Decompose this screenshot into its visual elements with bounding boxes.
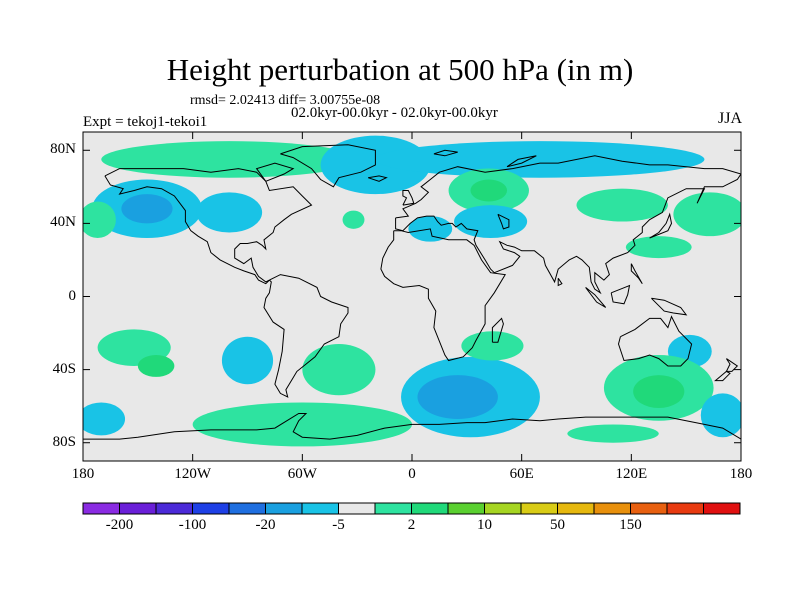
new-zealand-south-coast <box>714 370 731 382</box>
colorbar-swatch <box>411 502 449 515</box>
eurasia-africa-coast <box>380 228 507 362</box>
japan-coast <box>649 212 673 239</box>
anomaly-region-pos-light <box>101 141 358 178</box>
lat-tick-label: 80S <box>52 433 76 450</box>
anomaly-region-neg-mid <box>121 194 173 224</box>
colorbar-swatch <box>630 502 668 515</box>
anomaly-region-neg-mid <box>417 375 498 419</box>
baffin-coast <box>255 162 295 182</box>
lat-tick-label: 40S <box>52 360 76 377</box>
anomaly-region-pos-mid <box>137 354 175 377</box>
anomaly-region-neg-light <box>375 141 705 178</box>
colorbar-label: -200 <box>105 517 134 533</box>
lon-tick-label: 60E <box>509 466 534 482</box>
lon-tick-label: 180 <box>71 466 95 482</box>
north-america-coast <box>104 168 313 285</box>
lon-tick-label: 0 <box>408 466 416 482</box>
lon-tick-label: 180 <box>729 466 753 482</box>
philippines-coast <box>630 263 643 284</box>
anomaly-region-pos-light <box>625 236 692 259</box>
eurasia-coast <box>395 155 741 295</box>
lon-tick-label: 60W <box>287 466 317 482</box>
rmsd-stats: rmsd= 2.02413 diff= 3.00755e-08 <box>190 93 381 108</box>
colorbar-label: 50 <box>550 517 565 533</box>
colorbar-swatch <box>520 502 558 515</box>
south-america-coast <box>263 274 349 398</box>
anomaly-region-neg-light <box>221 336 274 385</box>
anomaly-region-neg-light <box>700 393 741 438</box>
svalbard-coast <box>433 149 458 157</box>
anomaly-region-pos-light <box>342 210 365 229</box>
britain-coast <box>402 190 415 206</box>
map-title: Height perturbation at 500 hPa (in m) <box>166 52 634 87</box>
new-zealand-coast <box>725 358 739 372</box>
colorbar-swatch <box>228 502 266 515</box>
caspian-coast <box>497 213 510 230</box>
lat-tick-label: 40N <box>50 214 76 231</box>
australia-coast <box>617 315 693 367</box>
colorbar-swatch <box>82 502 120 515</box>
colorbar-swatch <box>703 502 741 515</box>
anomaly-region-neg-light <box>83 402 126 436</box>
colorbar-swatch <box>447 502 485 515</box>
colorbar-label: 2 <box>407 517 416 533</box>
coastlines <box>83 144 741 440</box>
anomaly-region-pos-light <box>576 188 668 222</box>
anomaly-region-neg-light <box>454 205 528 239</box>
greenland-coast <box>280 144 376 188</box>
sumatra-coast <box>585 287 607 308</box>
anomaly-region-pos-mid <box>470 179 508 202</box>
anomaly-region-pos-light <box>83 201 116 239</box>
colorbar-swatch <box>119 502 157 515</box>
colorbar-swatch <box>374 502 412 515</box>
colorbar-swatch <box>155 502 193 515</box>
novaya-zemlya-coast <box>506 155 537 168</box>
sri-lanka-coast <box>557 277 563 287</box>
colorbar <box>82 502 741 515</box>
period-label: 02.0kyr-00.0kyr - 02.0kyr-00.0kyr <box>291 105 498 121</box>
lon-tick-label: 120W <box>174 466 211 482</box>
colorbar-swatch <box>192 502 230 515</box>
lat-tick-label: 0 <box>68 287 77 304</box>
anomaly-region-pos-light <box>302 344 376 396</box>
colorbar-label: 10 <box>477 517 492 533</box>
antarctica-coast <box>83 413 741 440</box>
colorbar-swatch <box>265 502 303 515</box>
colorbar-swatch <box>593 502 631 515</box>
colorbar-label: -5 <box>332 517 345 533</box>
colorbar-swatch <box>557 502 595 515</box>
new-guinea-coast <box>651 297 688 316</box>
colorbar-label: -100 <box>178 517 207 533</box>
map-ticks <box>82 132 742 461</box>
anomaly-region-pos-light <box>192 402 412 447</box>
colorbar-swatch <box>301 502 339 515</box>
iceland-coast <box>367 175 388 182</box>
anomaly-region-pos-mid <box>633 375 685 408</box>
anomaly-region-pos-light <box>567 424 659 443</box>
lat-tick-label: 80N <box>50 141 76 158</box>
colorbar-swatch <box>338 502 376 515</box>
anomaly-region-neg-light <box>196 192 263 233</box>
colorbar-label: 150 <box>619 517 642 533</box>
madagascar-coast <box>491 317 504 343</box>
borneo-coast <box>610 284 631 305</box>
experiment-label: Expt = tekoj1-tekoi1 <box>83 114 208 130</box>
lon-tick-label: 120E <box>615 466 648 482</box>
colorbar-swatch <box>666 502 704 515</box>
colorbar-swatch <box>484 502 522 515</box>
season-label: JJA <box>717 110 742 127</box>
colorbar-label: -20 <box>255 517 276 533</box>
anomaly-region-pos-light <box>673 192 741 237</box>
